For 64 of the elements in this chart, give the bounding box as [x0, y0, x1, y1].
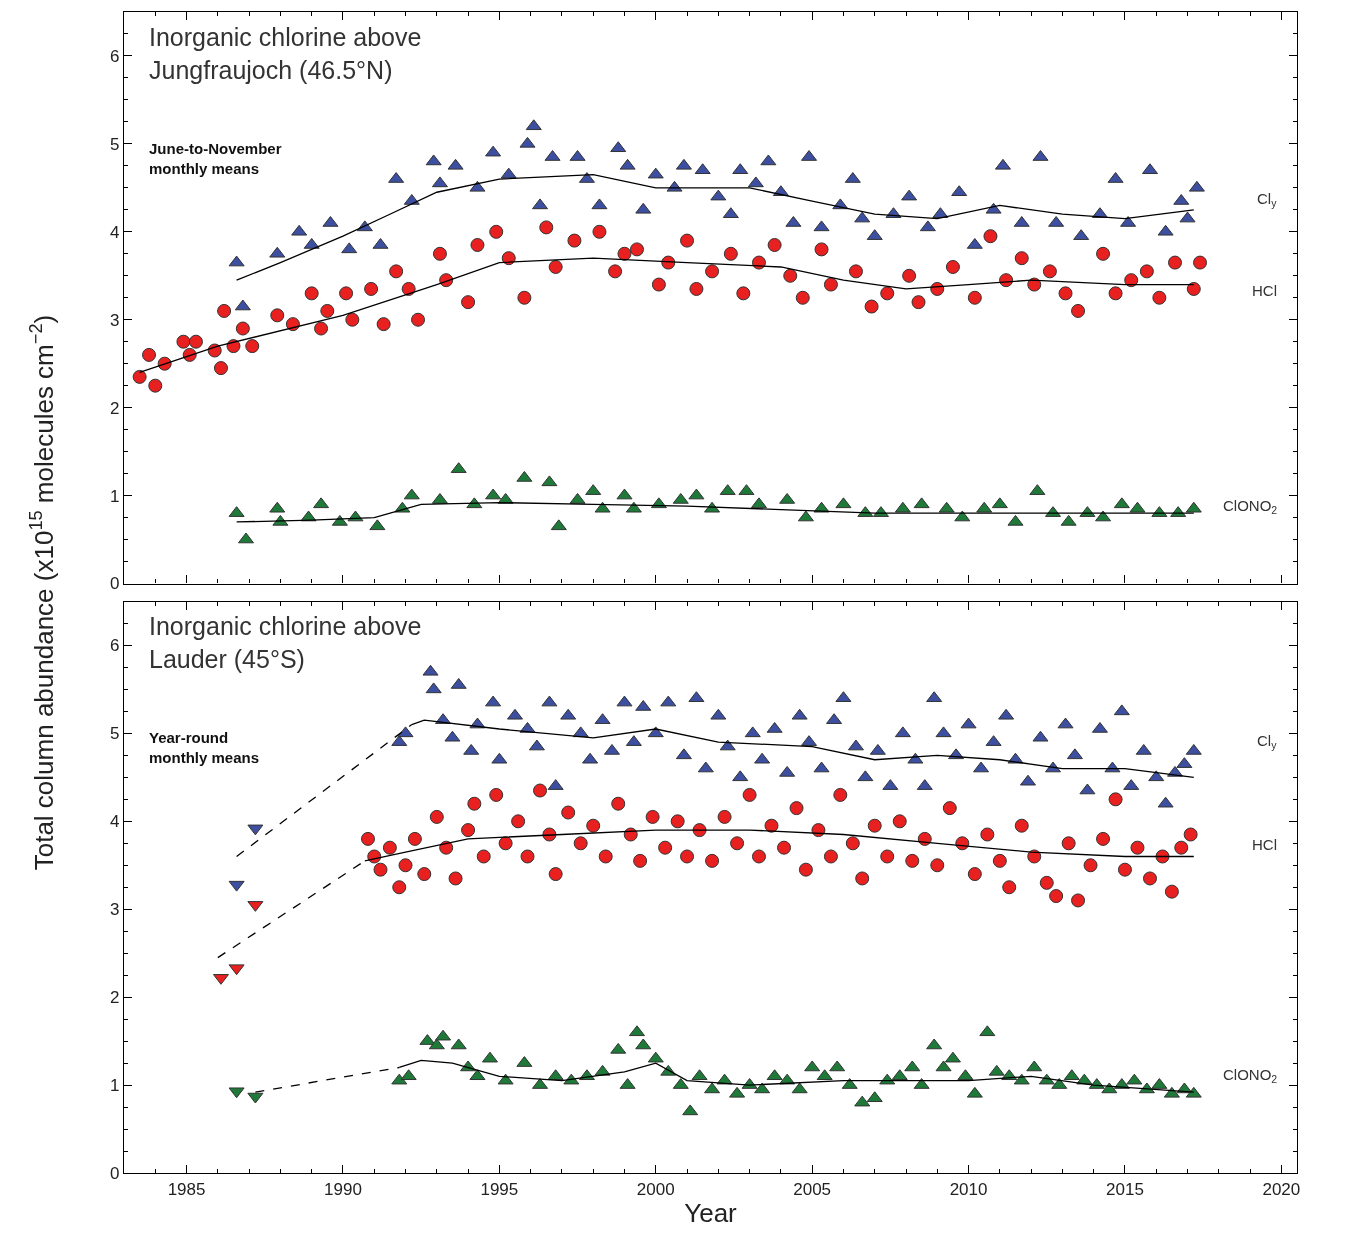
x-tick-label: 2005: [793, 1179, 832, 1199]
x-tick-label: 2015: [1106, 1179, 1144, 1199]
y-tick-label: 0: [110, 574, 120, 594]
point: [835, 497, 852, 509]
point: [237, 532, 254, 544]
point: [1113, 497, 1130, 509]
point: [1060, 514, 1077, 526]
y-tick-label: 0: [110, 1163, 120, 1183]
series-label: ClONO$_{2}$: [1223, 1066, 1278, 1086]
point: [894, 501, 911, 513]
point: [1129, 501, 1146, 513]
point: [688, 488, 705, 500]
x-tick-label: 1985: [167, 1179, 206, 1199]
text: Inorganic chlorine above Lauder (45°S): [149, 612, 422, 673]
y-tick-label: 1: [110, 486, 120, 506]
point: [991, 497, 1008, 509]
series-label: ClONO$_{2}$: [1223, 497, 1278, 517]
point: [516, 470, 533, 482]
point: [431, 492, 448, 504]
point: [1185, 501, 1202, 513]
point: [976, 501, 993, 513]
y-tick-label: 3: [110, 900, 120, 920]
point: [797, 510, 814, 522]
y-tick-label: 4: [110, 222, 120, 242]
y-tick-label: 6: [110, 636, 120, 656]
x-tick-label: 1995: [480, 1179, 519, 1199]
point: [750, 497, 767, 509]
point: [369, 519, 386, 531]
point: [313, 497, 330, 509]
x-tick-label: 2000: [636, 1179, 675, 1199]
point: [541, 475, 558, 487]
x-tick-label: 1990: [324, 1179, 362, 1199]
text: HCl: [1252, 836, 1277, 853]
point: [485, 488, 502, 500]
x-axis-title: Year: [684, 1198, 738, 1229]
point: [913, 497, 930, 509]
text: June-to-November monthly means: [149, 140, 282, 177]
y-tick-label: 2: [110, 398, 120, 418]
point: [616, 488, 633, 500]
y-tick-label: 1: [110, 1076, 120, 1096]
text: Inorganic chlorine above Jungfraujoch (46.5°N): [149, 23, 422, 84]
x-tick-label: 2010: [949, 1179, 988, 1199]
y-tick-label: 2: [110, 988, 120, 1008]
point: [1007, 514, 1024, 526]
text: Cl$_{y}$: [1257, 190, 1278, 210]
y-tick-label: 4: [110, 812, 120, 832]
point: [569, 492, 586, 504]
y-tick-label: 5: [110, 134, 120, 154]
point: [403, 488, 420, 500]
y-tick-label: 5: [110, 724, 120, 744]
point: [1095, 510, 1112, 522]
y-tick-label: 6: [110, 46, 120, 66]
x-tick-label: 2020: [1262, 1179, 1301, 1199]
y-tick-label: 3: [110, 310, 120, 330]
text: HCl: [1252, 282, 1277, 299]
point: [672, 492, 689, 504]
point: [550, 519, 567, 531]
point: [954, 510, 971, 522]
point: [779, 492, 796, 504]
point: [938, 501, 955, 513]
point: [594, 501, 611, 513]
text: Year-round monthly means: [149, 729, 260, 766]
point: [269, 501, 286, 513]
text: Cl$_{y}$: [1257, 732, 1278, 752]
